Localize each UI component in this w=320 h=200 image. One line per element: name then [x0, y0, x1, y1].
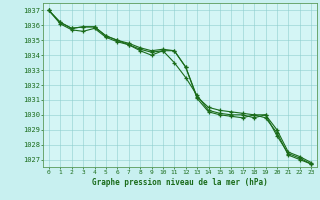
X-axis label: Graphe pression niveau de la mer (hPa): Graphe pression niveau de la mer (hPa): [92, 178, 268, 187]
